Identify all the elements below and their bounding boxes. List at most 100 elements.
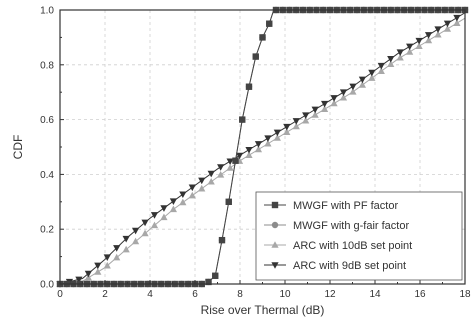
data-point xyxy=(368,74,376,81)
data-point xyxy=(132,227,140,235)
legend-marker xyxy=(271,241,279,248)
data-point xyxy=(330,99,338,107)
legend-label: ARC with 10dB set point xyxy=(293,240,412,252)
data-point xyxy=(232,157,239,164)
data-point xyxy=(113,253,121,261)
data-point xyxy=(169,198,177,205)
data-point xyxy=(434,26,442,33)
data-point xyxy=(283,128,291,136)
data-point xyxy=(141,229,149,237)
data-point xyxy=(218,236,226,244)
data-point xyxy=(259,34,266,41)
data-point xyxy=(264,139,272,147)
data-point xyxy=(169,205,177,213)
data-point xyxy=(406,43,414,51)
legend-label: MWGF with g-fair factor xyxy=(293,220,409,232)
data-point xyxy=(292,118,300,125)
data-point xyxy=(254,141,263,148)
data-point xyxy=(122,235,130,243)
y-axis-label: CDF xyxy=(11,135,25,160)
x-tick-label: 2 xyxy=(102,289,108,300)
data-point xyxy=(179,198,187,206)
data-point xyxy=(103,254,111,261)
data-point xyxy=(160,205,168,212)
x-axis-label: Rise over Thermal (dB) xyxy=(201,303,325,317)
data-point xyxy=(434,30,442,38)
data-point xyxy=(160,213,168,221)
data-point xyxy=(188,184,196,192)
x-tick-label: 6 xyxy=(192,289,198,300)
data-point xyxy=(198,177,206,185)
data-point xyxy=(387,60,395,68)
data-point xyxy=(207,177,215,185)
x-tick-label: 18 xyxy=(459,289,471,300)
data-point xyxy=(217,164,225,171)
data-point xyxy=(321,100,329,108)
y-tick-label: 0.6 xyxy=(40,115,54,126)
data-point xyxy=(179,191,187,199)
y-tick-label: 0.0 xyxy=(40,280,54,291)
data-point xyxy=(358,76,366,84)
data-point xyxy=(198,184,206,192)
data-point xyxy=(205,278,212,286)
data-point xyxy=(150,212,159,219)
data-point xyxy=(396,49,404,56)
x-tick-label: 4 xyxy=(147,289,153,300)
tick-layer: 0 2 4 6 8 10 12 14 16 18 0.0 0.2 0.4 0.6 0.8 1.0 xyxy=(40,6,471,301)
x-tick-label: 10 xyxy=(279,289,291,300)
data-point xyxy=(94,262,102,270)
data-point xyxy=(339,89,348,96)
data-point xyxy=(311,106,319,114)
legend-box xyxy=(255,191,463,281)
data-point xyxy=(226,158,234,166)
data-point xyxy=(415,37,423,45)
data-point xyxy=(349,88,357,95)
data-point xyxy=(377,67,385,74)
data-point xyxy=(311,111,319,118)
x-tick-label: 16 xyxy=(414,289,426,300)
data-point xyxy=(453,19,461,26)
data-point xyxy=(424,32,433,39)
legend-marker xyxy=(271,262,279,269)
data-point xyxy=(358,81,366,88)
data-point xyxy=(113,245,121,252)
data-point xyxy=(225,198,232,205)
data-point xyxy=(396,53,404,61)
data-point xyxy=(377,62,385,70)
data-point xyxy=(150,221,159,229)
data-point xyxy=(443,20,452,28)
data-point xyxy=(266,20,273,27)
data-point xyxy=(226,164,234,171)
data-point xyxy=(406,48,414,55)
y-tick-label: 1.0 xyxy=(40,6,54,17)
x-tick-label: 8 xyxy=(237,289,243,300)
data-point xyxy=(94,268,102,275)
data-point xyxy=(302,116,310,124)
data-point xyxy=(254,145,263,153)
data-point xyxy=(292,122,300,130)
data-point xyxy=(239,116,246,123)
data-point xyxy=(330,95,338,102)
data-point xyxy=(132,237,140,245)
data-point xyxy=(84,270,92,278)
data-point xyxy=(443,25,452,32)
data-point xyxy=(207,170,215,178)
data-point xyxy=(75,276,83,284)
x-tick-label: 0 xyxy=(57,289,63,300)
data-point xyxy=(387,55,395,63)
data-point xyxy=(252,53,259,60)
data-point xyxy=(321,105,329,112)
data-point xyxy=(424,36,433,44)
y-tick-label: 0.8 xyxy=(40,60,54,71)
data-point xyxy=(302,112,310,120)
data-point xyxy=(188,191,196,199)
data-point xyxy=(245,151,253,159)
data-point xyxy=(217,171,225,178)
legend-label: ARC with 9dB set point xyxy=(293,260,406,272)
legend-label: MWGF with PF factor xyxy=(293,200,398,212)
data-point xyxy=(273,134,281,141)
data-point xyxy=(212,272,219,279)
legend: MWGF with PF factor MWGF with g-fair fact… xyxy=(255,191,463,281)
